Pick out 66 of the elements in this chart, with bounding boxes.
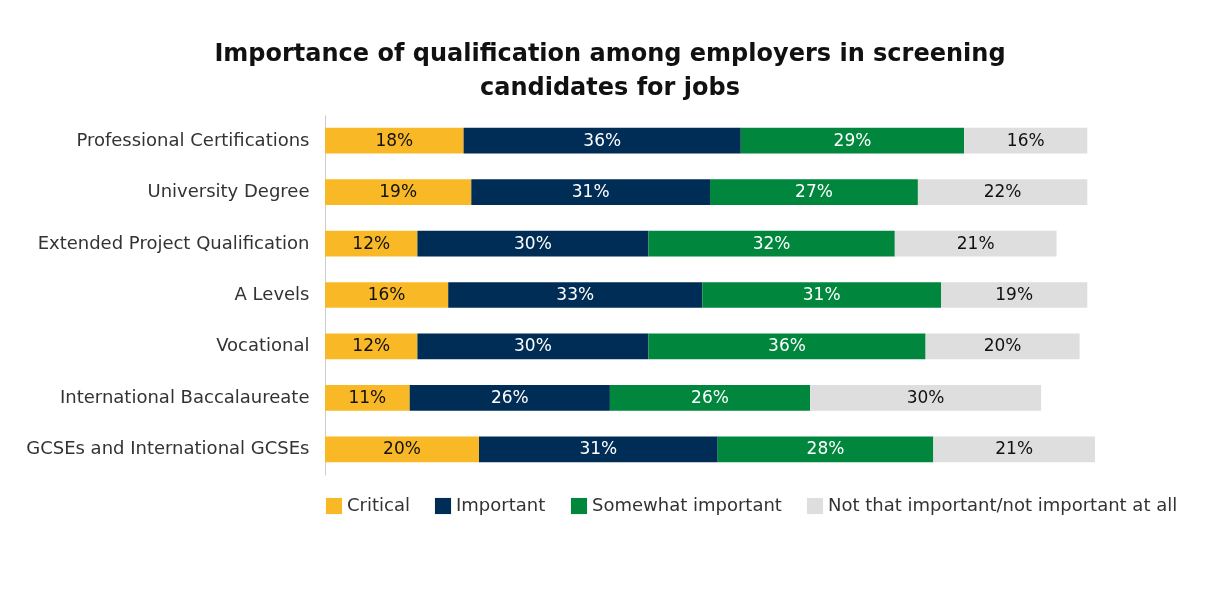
bar — [409, 385, 610, 411]
bar — [894, 230, 1057, 257]
legend-label: Critical — [347, 494, 410, 515]
data-label: 30% — [514, 232, 552, 253]
data-label: 16% — [1006, 129, 1045, 150]
bar — [941, 282, 1088, 308]
data-label: 31% — [802, 284, 841, 304]
data-label: 36% — [768, 335, 806, 356]
data-label: 27% — [795, 181, 833, 202]
data-label: 28% — [806, 438, 845, 459]
data-label: 22% — [983, 181, 1022, 202]
bar — [717, 436, 934, 463]
bar — [325, 179, 472, 205]
data-label: 12% — [352, 232, 391, 253]
data-label: 12% — [352, 335, 391, 356]
bar — [933, 436, 1095, 463]
y-tick-label: International Baccalaureate — [60, 385, 310, 407]
data-label: 20% — [383, 438, 421, 459]
legend-label: Important — [456, 494, 546, 515]
legend-label: Not that important/not important at all — [828, 494, 1178, 515]
y-tick-label: University Degree — [147, 180, 310, 202]
data-label: 19% — [995, 284, 1034, 304]
data-label: 33% — [556, 284, 595, 304]
bar — [710, 179, 918, 205]
data-label: 30% — [514, 335, 552, 356]
y-tick-label: Vocational — [216, 334, 310, 356]
data-label: 30% — [906, 386, 945, 407]
y-tick-label: A Levels — [234, 283, 310, 304]
bar — [964, 127, 1088, 154]
bar — [325, 282, 449, 308]
data-label: 20% — [983, 335, 1022, 356]
chart-title: Importance of qualification among employers in screening candidates for jobs — [213, 38, 1007, 103]
bar — [702, 282, 941, 308]
legend-label: Somewhat important — [592, 494, 782, 515]
data-label: 32% — [752, 232, 791, 253]
bar — [463, 127, 741, 154]
y-tick-label: Professional Certifications — [76, 128, 310, 150]
bar — [925, 333, 1080, 360]
data-label: 21% — [956, 232, 995, 253]
data-label: 36% — [583, 129, 622, 150]
y-tick-label: GCSEs and International GCSEs — [26, 437, 310, 459]
y-tick-label: Extended Project Qualification — [37, 231, 310, 253]
bar — [417, 333, 649, 360]
bar — [740, 127, 965, 154]
data-label: 19% — [379, 181, 418, 202]
bar — [648, 333, 926, 360]
bar — [325, 127, 464, 154]
bar — [325, 385, 410, 411]
bar — [609, 385, 811, 411]
bar — [810, 385, 1042, 411]
data-label: 26% — [691, 386, 729, 407]
data-label: 21% — [995, 438, 1034, 459]
data-label: 31% — [571, 181, 610, 202]
bar — [448, 282, 703, 308]
bar — [917, 179, 1088, 205]
data-label: 11% — [348, 386, 387, 407]
bar — [479, 436, 718, 463]
bar — [648, 230, 895, 257]
bar — [325, 436, 479, 463]
data-label: 31% — [579, 438, 618, 459]
bar — [417, 230, 649, 257]
data-label: 16% — [367, 284, 406, 304]
bar — [471, 179, 710, 205]
data-label: 26% — [490, 386, 529, 407]
data-label: 29% — [833, 129, 872, 150]
data-label: 18% — [375, 129, 414, 150]
